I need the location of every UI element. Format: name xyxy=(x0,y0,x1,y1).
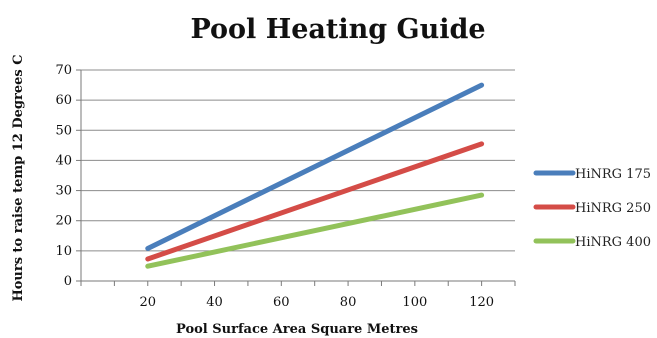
axes xyxy=(76,69,516,286)
legend: HiNRG 175 HiNRG 250 HiNRG 400 xyxy=(533,167,651,250)
x-tick-label: 20 xyxy=(139,295,156,310)
legend-label: HiNRG 400 xyxy=(575,235,651,250)
chart-title: Pool Heating Guide xyxy=(190,14,485,45)
legend-label: HiNRG 175 xyxy=(575,167,651,182)
x-tick-label: 100 xyxy=(402,295,427,310)
series-lines xyxy=(145,82,485,269)
x-axis-label: Pool Surface Area Square Metres xyxy=(176,322,418,337)
x-tick-labels: 20 40 60 80 100 120 xyxy=(139,295,494,310)
legend-label: HiNRG 250 xyxy=(575,201,651,216)
x-tick-label: 60 xyxy=(273,295,290,310)
y-tick-label: 10 xyxy=(55,244,72,259)
y-tick-label: 60 xyxy=(55,93,72,108)
x-tick-label: 80 xyxy=(340,295,357,310)
series-line-1 xyxy=(145,82,485,251)
y-tick-label: 50 xyxy=(55,123,72,138)
x-tick-label: 120 xyxy=(469,295,494,310)
gridlines xyxy=(81,69,515,252)
y-tick-labels: 0 10 20 30 40 50 60 70 xyxy=(55,63,72,289)
y-tick-label: 30 xyxy=(55,184,72,199)
x-tick-label: 40 xyxy=(206,295,223,310)
series-line-3 xyxy=(145,192,485,269)
series-line-2 xyxy=(145,141,485,262)
y-axis-label: Hours to raise temp 12 Degrees C xyxy=(11,54,26,301)
y-tick-label: 40 xyxy=(55,153,72,168)
y-tick-label: 0 xyxy=(64,274,72,289)
y-tick-label: 20 xyxy=(55,214,72,229)
y-tick-label: 70 xyxy=(55,63,72,78)
